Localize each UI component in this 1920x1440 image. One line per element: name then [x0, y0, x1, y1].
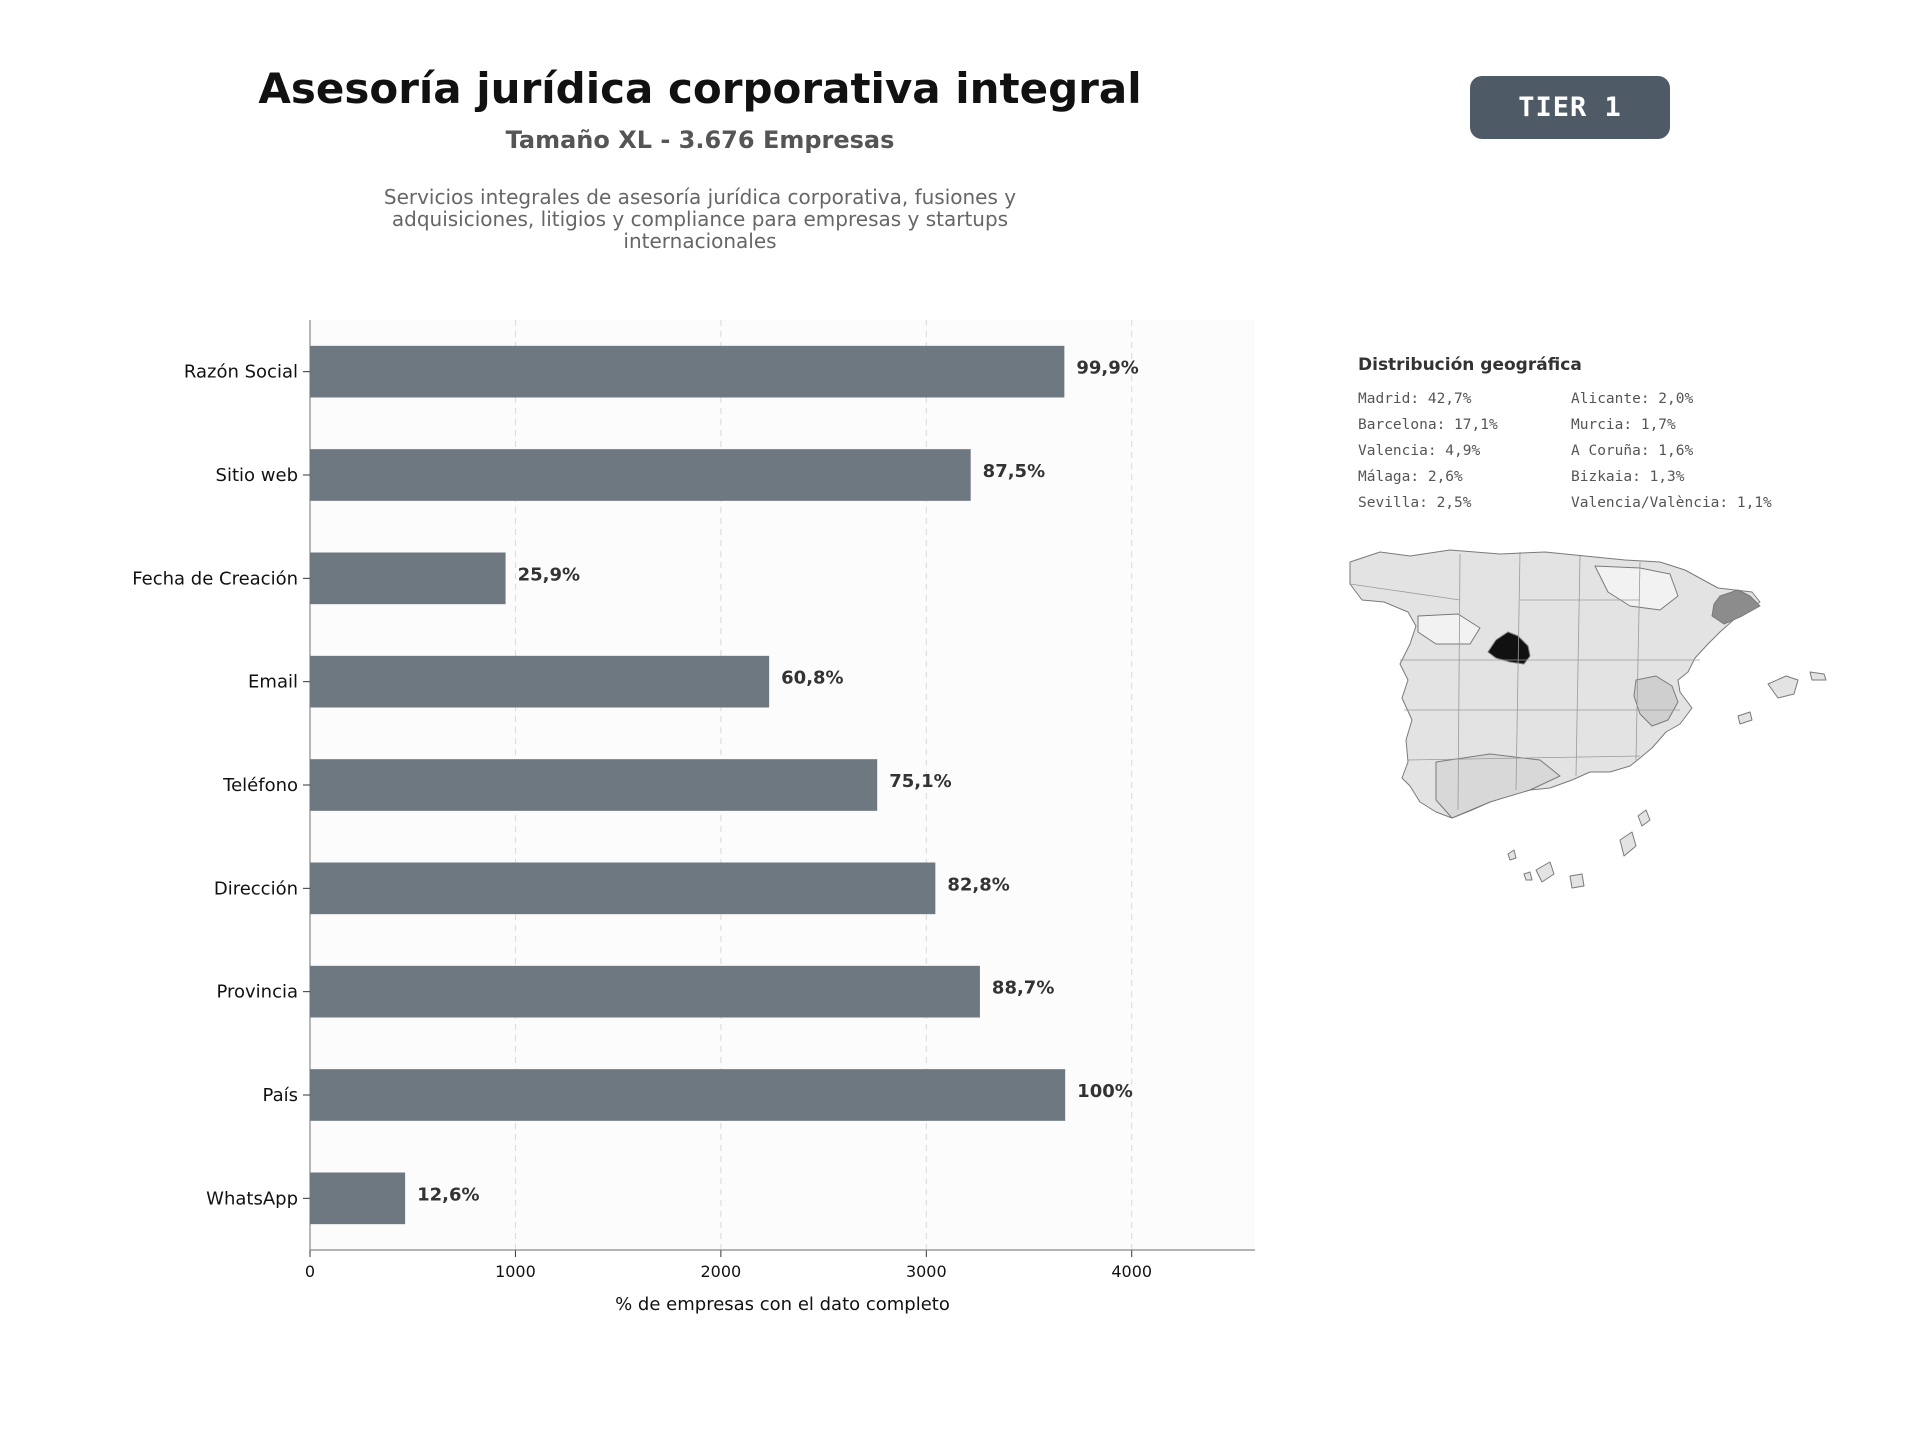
- bar: [310, 759, 878, 811]
- map-region-menorca: [1809, 671, 1827, 681]
- map-region-valencia: [1633, 675, 1679, 727]
- geo-distribution: Distribución geográfica Madrid: 42,7% Al…: [1358, 355, 1858, 512]
- map-region-canary-1: [1535, 861, 1555, 883]
- geo-item: Barcelona: 17,1%: [1358, 417, 1498, 433]
- bar: [310, 1069, 1066, 1121]
- geo-item: Sevilla: 2,5%: [1358, 495, 1472, 511]
- completeness-bar-chart: 0 1000 2000 3000 4000 Razón Social 99,9% Sitio …: [132, 320, 1255, 1315]
- bar-value-label: 82,8%: [947, 874, 1009, 895]
- geo-item: Madrid: 42,7%: [1358, 391, 1472, 407]
- geo-item: Málaga: 2,6%: [1358, 469, 1463, 485]
- bar: [310, 965, 980, 1018]
- bar-value-label: 99,9%: [1076, 358, 1138, 379]
- category-label: Fecha de Creación: [132, 568, 298, 589]
- map-region-canary-2: [1569, 873, 1585, 889]
- x-tick-label: 1000: [495, 1262, 536, 1281]
- page-title: Asesoría jurídica corporativa integral: [258, 64, 1142, 113]
- bar: [310, 449, 971, 501]
- bar: [310, 552, 506, 605]
- map-region-barcelona: [1711, 589, 1761, 625]
- map-region-canary-3: [1619, 831, 1637, 857]
- map-region-north: [1594, 565, 1679, 611]
- bar: [310, 345, 1065, 398]
- bar: [310, 1172, 406, 1225]
- geo-item: Alicante: 2,0%: [1571, 391, 1694, 407]
- geo-list: Madrid: 42,7% Alicante: 2,0% Barcelona: …: [1358, 391, 1858, 512]
- category-label: Sitio web: [216, 465, 298, 486]
- geo-title: Distribución geográfica: [1358, 355, 1582, 375]
- map-region-canary-6: [1523, 871, 1533, 881]
- page-description: Servicios integrales de asesoría jurídic…: [383, 185, 1017, 253]
- x-tick-label: 0: [305, 1262, 315, 1281]
- bar-value-label: 87,5%: [983, 461, 1045, 482]
- geo-item: Valencia: 4,9%: [1358, 443, 1481, 459]
- geo-item: A Coruña: 1,6%: [1571, 443, 1694, 459]
- category-label: Razón Social: [184, 362, 298, 383]
- category-label: Provincia: [216, 982, 298, 1003]
- page-subtitle: Tamaño XL - 3.676 Empresas: [505, 126, 895, 154]
- geo-item: Bizkaia: 1,3%: [1571, 469, 1685, 485]
- spain-choropleth-map: [1349, 549, 1827, 889]
- geo-item: Murcia: 1,7%: [1571, 417, 1676, 433]
- bar-value-label: 100%: [1077, 1081, 1133, 1102]
- x-tick-label: 2000: [701, 1262, 742, 1281]
- x-tick-label: 4000: [1111, 1262, 1152, 1281]
- geo-item: Valencia/València: 1,1%: [1571, 495, 1772, 511]
- category-label: WhatsApp: [206, 1188, 298, 1209]
- bar-value-label: 12,6%: [417, 1184, 479, 1205]
- category-label: Email: [248, 672, 298, 693]
- category-label: Teléfono: [222, 775, 298, 796]
- x-axis-label: % de empresas con el dato completo: [615, 1294, 950, 1315]
- map-region-andalusia: [1435, 753, 1561, 819]
- map-region-canary-5: [1507, 849, 1517, 861]
- category-label: País: [263, 1085, 298, 1106]
- bar-value-label: 60,8%: [781, 668, 843, 689]
- bar-value-label: 88,7%: [992, 978, 1054, 999]
- map-region-ibiza: [1737, 711, 1753, 725]
- bar-value-label: 75,1%: [889, 771, 951, 792]
- map-region-canary-4: [1637, 809, 1651, 827]
- bar-value-label: 25,9%: [518, 564, 580, 585]
- map-region-west: [1417, 613, 1481, 645]
- bar: [310, 862, 936, 915]
- map-region-mallorca: [1767, 675, 1799, 699]
- tier-badge: TIER 1: [1470, 76, 1670, 139]
- category-label: Dirección: [214, 878, 298, 899]
- x-tick-label: 3000: [906, 1262, 947, 1281]
- bar: [310, 655, 770, 708]
